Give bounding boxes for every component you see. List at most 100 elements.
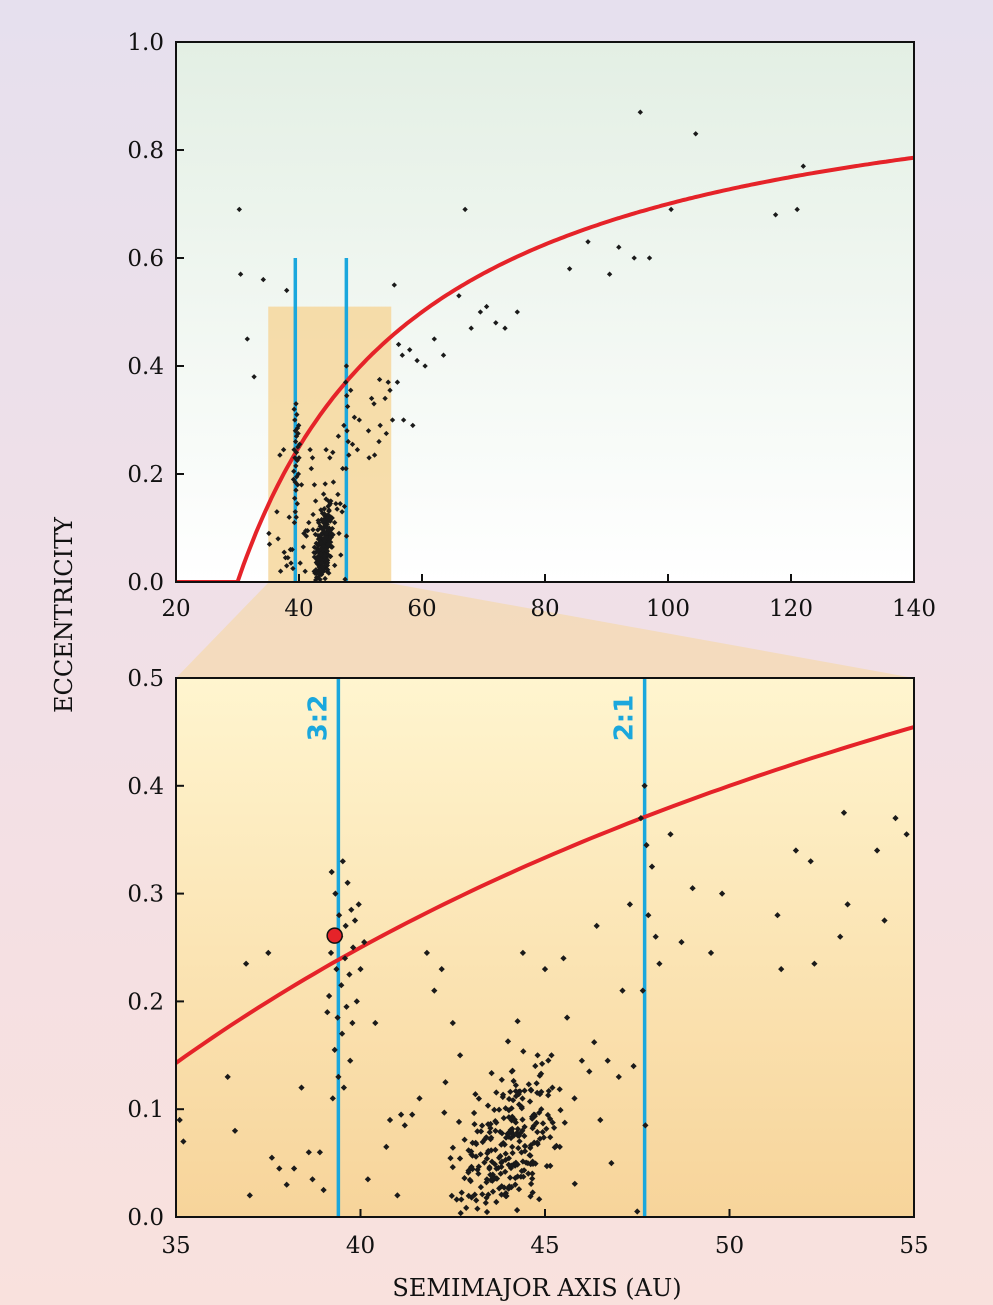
data-point (365, 428, 372, 434)
data-point (376, 376, 383, 383)
data-point (368, 395, 375, 402)
data-point (309, 1176, 316, 1183)
data-point (549, 1119, 556, 1126)
data-point (486, 1165, 493, 1172)
data-point (707, 949, 715, 957)
data-point (455, 1118, 463, 1126)
data-point (376, 438, 382, 445)
data-point (246, 1192, 253, 1199)
data-point (604, 1057, 611, 1064)
data-point (456, 293, 462, 299)
data-point (355, 901, 362, 908)
data-point (327, 535, 333, 541)
data-point (772, 212, 779, 218)
data-point (528, 1113, 536, 1120)
data-point (586, 1068, 593, 1075)
data-point (341, 955, 349, 962)
data-point (646, 255, 653, 261)
data-point (648, 863, 656, 870)
data-point (441, 1109, 448, 1116)
data-point (521, 1142, 528, 1150)
data-point (481, 1136, 488, 1143)
data-point (224, 1073, 231, 1081)
data-point (506, 1183, 513, 1190)
data-point (303, 533, 310, 539)
data-point (231, 1127, 239, 1134)
data-point (281, 549, 287, 555)
data-point (512, 1159, 520, 1166)
data-point (335, 433, 342, 439)
data-point (903, 831, 910, 838)
resonance-label-2-1: 2:1 (610, 695, 640, 742)
data-point (275, 536, 281, 542)
data-point (652, 933, 659, 940)
data-point (477, 1183, 485, 1191)
data-point (593, 922, 600, 930)
zoom-x-tick-label: 55 (899, 1233, 928, 1259)
data-point (342, 576, 348, 582)
data-point (529, 1125, 536, 1132)
data-point (308, 465, 314, 472)
data-point (400, 417, 407, 423)
zoom-y-tick-label: 0.2 (127, 989, 164, 1015)
zoom-perihelion-curve (176, 725, 914, 1065)
data-point (348, 387, 354, 393)
data-point (330, 449, 336, 456)
data-point (274, 509, 280, 515)
data-point (294, 501, 300, 507)
overview-x-tick-labels: 20 40 60 80 100 120 140 (161, 596, 936, 622)
data-point (477, 1151, 484, 1158)
x-axis-title: SEMIMAJOR AXIS (AU) (392, 1274, 681, 1302)
data-point (416, 1095, 423, 1102)
data-point (394, 1192, 401, 1199)
data-point (485, 1191, 492, 1198)
zoom-y-tick-label: 0.4 (127, 774, 164, 800)
data-point (291, 468, 297, 474)
data-point (547, 1162, 554, 1170)
data-point (837, 933, 844, 940)
data-point (527, 1160, 534, 1168)
data-point (294, 482, 301, 488)
data-point (324, 560, 331, 566)
data-point (538, 1060, 546, 1067)
data-point (626, 901, 634, 908)
data-point (645, 912, 652, 919)
data-point (545, 1092, 552, 1099)
data-point (527, 1086, 535, 1093)
data-point (311, 482, 318, 488)
data-point (475, 1095, 483, 1102)
data-point (394, 379, 401, 385)
data-point (527, 1180, 535, 1188)
data-point (312, 498, 319, 504)
data-point (619, 987, 626, 994)
zoom-x-tick-label: 50 (715, 1233, 744, 1259)
data-point (323, 447, 329, 453)
data-point (493, 320, 499, 326)
data-point (811, 960, 818, 967)
zoom-data-points (176, 782, 910, 1217)
data-point (526, 1152, 533, 1159)
data-point (293, 449, 300, 456)
overview-perihelion-curve (176, 155, 914, 582)
data-point (488, 1147, 495, 1154)
data-point (349, 441, 356, 447)
overview-x-tick-label: 60 (407, 596, 436, 622)
data-point (345, 438, 351, 445)
data-point (486, 1129, 493, 1136)
data-point (422, 363, 428, 369)
data-point (477, 1128, 485, 1135)
data-point (297, 560, 303, 566)
data-point (339, 509, 345, 515)
overview-data-points (236, 109, 806, 582)
data-point (296, 441, 303, 447)
data-point (517, 1129, 524, 1137)
data-point (507, 1088, 514, 1095)
data-point (318, 539, 324, 545)
data-point (318, 507, 324, 513)
data-point (571, 1095, 578, 1102)
data-point (512, 1181, 519, 1188)
data-point (302, 568, 308, 574)
data-point (519, 1116, 526, 1123)
data-point (277, 452, 283, 458)
data-point (316, 1149, 324, 1156)
